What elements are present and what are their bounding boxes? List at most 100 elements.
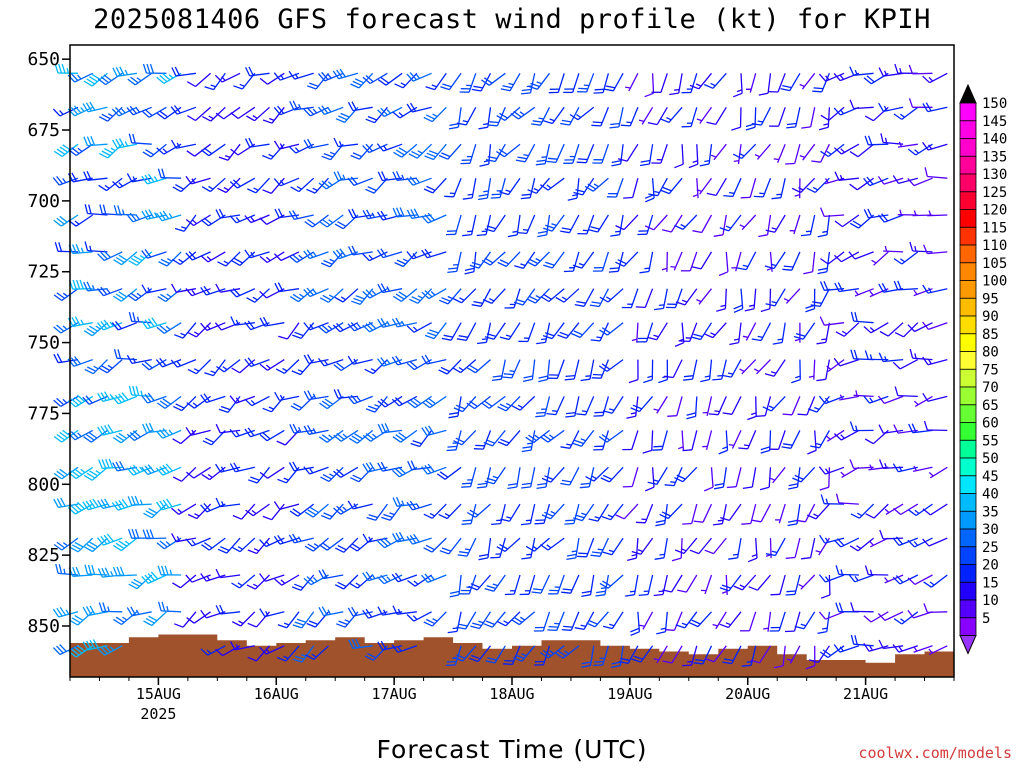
wind-barb [156,322,182,334]
wind-barb [630,395,654,413]
wind-barb [377,395,403,408]
wind-barb [625,73,639,92]
wind-barb [922,321,948,331]
wind-barb [244,427,270,438]
wind-barb [863,395,889,404]
wind-barb [658,359,669,384]
wind-barb [365,106,388,124]
wind-barb [186,611,211,624]
wind-barb [469,251,492,269]
wind-barb [333,466,359,478]
wind-barb [849,214,875,229]
wind-barb [259,429,285,442]
wind-barb [155,210,182,222]
wind-barb [661,251,668,272]
wind-barb [893,503,919,516]
wind-barb [200,393,226,404]
wind-barb [599,288,624,303]
wind-barb [112,566,137,577]
wind-barb [481,72,506,86]
colorbar-label: 115 [982,220,1007,236]
wind-barb [479,144,492,167]
wind-barb [850,311,874,324]
terrain-layer [70,634,954,677]
wind-barb [625,574,639,597]
wind-barb [319,537,344,551]
wind-barb [621,288,639,309]
wind-barb [96,319,123,331]
wind-barb [142,422,167,434]
wind-barb [877,176,904,185]
wind-barb [98,602,123,613]
wind-barb [423,503,447,519]
wind-barb [113,251,138,266]
wind-barb [879,529,904,540]
wind-barb [332,322,359,333]
wind-barb [247,645,270,662]
wind-barb [111,320,138,331]
wind-barb [362,143,388,154]
wind-barb [156,537,182,550]
wind-barb [247,466,271,484]
wind-barb [445,214,462,236]
colorbar-swatch [959,191,977,211]
wind-barb [760,288,772,313]
wind-barb [376,248,403,259]
wind-barb [320,466,344,482]
wind-barb [894,386,918,398]
wind-barb [229,288,256,298]
wind-barb [805,645,816,670]
x-tick-label: 15AUG [136,685,181,703]
wind-barbs [52,63,948,670]
wind-barb [840,466,860,478]
wind-barb [112,429,138,444]
wind-barb [520,178,536,200]
wind-barb [500,72,521,92]
x-tick-label: 16AUG [254,685,299,703]
wind-barb [820,143,845,158]
wind-barb [635,288,654,309]
wind-barb [728,430,742,449]
wind-barb [818,395,845,405]
wind-barb [864,350,889,361]
wind-barb [158,251,182,267]
wind-barb [171,66,196,77]
wind-barb [259,288,285,299]
wind-barb [377,210,403,221]
wind-barb [733,574,757,591]
wind-barb [230,106,256,120]
wind-barb [546,143,565,164]
wind-barb [763,611,772,632]
wind-barb [113,205,137,216]
wind-barb [589,288,609,308]
wind-barb [185,537,211,547]
wind-barb [848,251,874,260]
wind-barb [818,72,845,82]
wind-barb [692,178,699,199]
wind-barb [541,503,565,520]
wind-barb [348,429,374,444]
wind-barb [526,251,550,267]
wind-barb [187,359,212,375]
wind-barb [320,251,344,268]
wind-barb [421,573,447,584]
wind-barb [539,429,565,443]
wind-barb [84,537,108,553]
wind-barb [487,107,506,127]
wind-barb [769,107,786,127]
wind-barb [598,359,624,372]
wind-barb [741,503,757,525]
wind-barb [171,283,197,293]
wind-barb [527,177,550,194]
colorbar-label: 55 [982,433,999,449]
wind-barb [97,498,123,510]
wind-barb [185,175,211,185]
wind-barb [864,565,889,576]
wind-barb [96,286,123,297]
wind-barb [333,171,358,182]
wind-barb [259,573,285,582]
y-tick-label: 775 [27,403,60,424]
wind-barb [647,466,668,486]
wind-barb [392,605,417,615]
wind-barb [571,322,595,338]
